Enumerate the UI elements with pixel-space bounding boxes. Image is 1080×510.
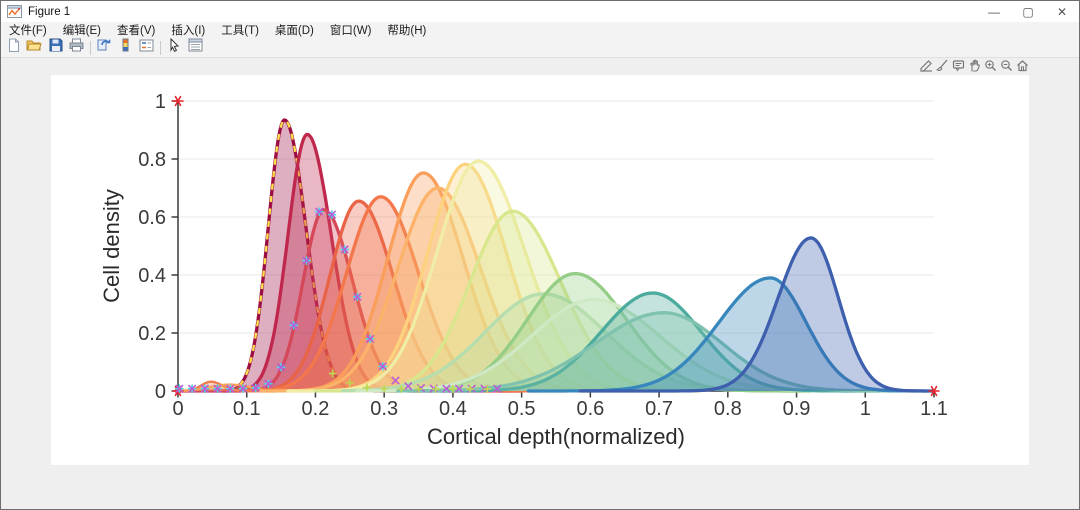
menu-item-7[interactable]: 帮助(H) bbox=[387, 25, 427, 37]
datatips-button[interactable] bbox=[951, 59, 965, 77]
menu-bar: 文件(F) 编辑(E) 查看(V) 插入(I) 工具(T) 桌面(D) 窗口(W) 帮助(H) bbox=[1, 22, 1079, 38]
menu-item-0[interactable]: 文件(F) bbox=[9, 25, 47, 37]
save-floppy-icon bbox=[49, 38, 63, 57]
link-plot-button[interactable] bbox=[94, 39, 115, 57]
property-inspector-icon bbox=[188, 38, 203, 57]
printer-icon bbox=[69, 38, 84, 57]
datatip-icon bbox=[952, 59, 965, 77]
property-inspector-button[interactable] bbox=[185, 38, 206, 57]
matlab-figure-icon bbox=[7, 4, 23, 19]
zoom-out-button[interactable] bbox=[999, 59, 1013, 77]
cursor-arrow-icon bbox=[169, 37, 180, 57]
menu-item-1[interactable]: 编辑(E) bbox=[62, 25, 102, 37]
menu-item-3[interactable]: 插入(I) bbox=[171, 25, 206, 37]
export-icon bbox=[919, 59, 933, 77]
window-title: Figure 1 bbox=[28, 5, 71, 18]
legend-icon bbox=[139, 39, 154, 57]
toolbar-separator bbox=[90, 40, 91, 55]
open-folder-icon bbox=[26, 38, 43, 57]
pan-hand-icon bbox=[968, 59, 981, 77]
link-plot-icon bbox=[97, 38, 112, 57]
menu-item-5[interactable]: 桌面(D) bbox=[274, 25, 314, 37]
save-figure-button[interactable] bbox=[45, 38, 66, 57]
title-bar[interactable]: Figure 1 — ▢ ✕ bbox=[1, 1, 1079, 22]
zoom-in-icon bbox=[984, 59, 997, 77]
insert-legend-button[interactable] bbox=[136, 39, 157, 57]
brush-data-button[interactable] bbox=[935, 59, 949, 77]
axes-toolbar bbox=[919, 59, 1029, 77]
print-figure-button[interactable] bbox=[66, 38, 87, 57]
minimize-button[interactable]: — bbox=[988, 4, 1000, 19]
menu-item-4[interactable]: 工具(T) bbox=[221, 25, 259, 37]
new-figure-button[interactable] bbox=[3, 38, 24, 58]
brush-icon bbox=[935, 59, 949, 77]
figure-client-area: 0 0.1 0.2 0.3 0.4 0.5 0.6 0.7 0.8 0.9 1 1.1 0 0.2 0.4 0… bbox=[1, 58, 1079, 509]
menu-item-6[interactable]: 窗口(W) bbox=[329, 25, 372, 37]
colorbar-icon bbox=[120, 38, 132, 57]
export-button[interactable] bbox=[919, 59, 933, 77]
maximize-button[interactable]: ▢ bbox=[1022, 4, 1034, 19]
zoom-out-icon bbox=[1000, 59, 1013, 77]
figure-canvas bbox=[51, 75, 1029, 465]
window-controls: — ▢ ✕ bbox=[977, 1, 1079, 22]
close-button[interactable]: ✕ bbox=[1056, 4, 1068, 19]
menu-item-2[interactable]: 查看(V) bbox=[117, 25, 156, 37]
edit-plot-button[interactable] bbox=[164, 37, 185, 57]
new-document-icon bbox=[7, 38, 21, 58]
home-icon bbox=[1016, 59, 1029, 77]
insert-colorbar-button[interactable] bbox=[115, 38, 136, 57]
open-file-button[interactable] bbox=[24, 39, 45, 57]
restore-view-button[interactable] bbox=[1015, 59, 1029, 77]
zoom-in-button[interactable] bbox=[983, 59, 997, 77]
pan-button[interactable] bbox=[967, 59, 981, 77]
figure-toolbar bbox=[1, 37, 1079, 58]
toolbar-separator bbox=[160, 40, 161, 55]
